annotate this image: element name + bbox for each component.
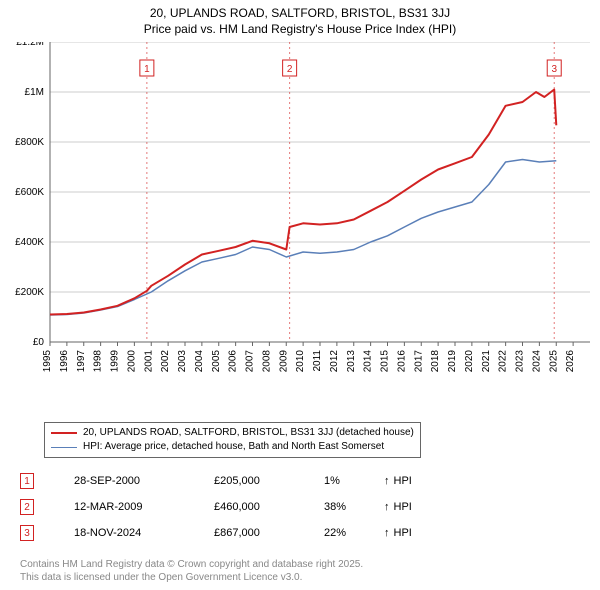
event-vs: HPI xyxy=(394,501,412,513)
svg-text:2003: 2003 xyxy=(177,350,188,373)
legend-row: 20, UPLANDS ROAD, SALTFORD, BRISTOL, BS3… xyxy=(51,426,414,440)
event-row: 1 28-SEP-2000£205,0001%↑ HPI xyxy=(20,468,412,494)
title-line-2: Price paid vs. HM Land Registry's House … xyxy=(0,22,600,38)
legend-box: 20, UPLANDS ROAD, SALTFORD, BRISTOL, BS3… xyxy=(44,422,421,458)
events-table: 128-SEP-2000£205,0001%↑HPI212-MAR-2009£4… xyxy=(20,468,412,546)
up-arrow-icon: ↑ xyxy=(384,527,390,539)
svg-text:2025: 2025 xyxy=(548,350,559,373)
event-vs: HPI xyxy=(394,475,412,487)
svg-text:2017: 2017 xyxy=(413,350,424,373)
chart-area: £0 £200K £400K £600K £800K £1M £1.2M 1 2 3 1995 199… xyxy=(10,42,590,412)
legend-label: 20, UPLANDS ROAD, SALTFORD, BRISTOL, BS3… xyxy=(83,426,414,440)
event-pct: 38% xyxy=(324,501,384,513)
event-date: 18-NOV-2024 xyxy=(74,527,214,539)
svg-text:2021: 2021 xyxy=(481,350,492,373)
event-date: 28-SEP-2000 xyxy=(74,475,214,487)
svg-text:2000: 2000 xyxy=(126,350,137,373)
title-line-1: 20, UPLANDS ROAD, SALTFORD, BRISTOL, BS3… xyxy=(0,6,600,22)
svg-text:2013: 2013 xyxy=(346,350,357,373)
svg-text:£1M: £1M xyxy=(25,87,44,98)
svg-text:2012: 2012 xyxy=(329,350,340,373)
svg-text:2023: 2023 xyxy=(515,350,526,373)
svg-text:£800K: £800K xyxy=(15,137,44,148)
svg-text:1999: 1999 xyxy=(110,350,121,373)
svg-text:2009: 2009 xyxy=(278,350,289,373)
svg-text:£600K: £600K xyxy=(15,187,44,198)
footnote: Contains HM Land Registry data © Crown c… xyxy=(20,558,363,584)
event-vs: HPI xyxy=(394,527,412,539)
event-price: £867,000 xyxy=(214,527,324,539)
svg-text:2014: 2014 xyxy=(363,350,374,373)
event-marker: 2 xyxy=(20,499,34,515)
svg-text:2006: 2006 xyxy=(228,350,239,373)
svg-text:£400K: £400K xyxy=(15,237,44,248)
event-date: 12-MAR-2009 xyxy=(74,501,214,513)
svg-text:2010: 2010 xyxy=(295,350,306,373)
footnote-line-2: This data is licensed under the Open Gov… xyxy=(20,571,363,584)
event-price: £460,000 xyxy=(214,501,324,513)
svg-text:2008: 2008 xyxy=(261,350,272,373)
svg-text:2001: 2001 xyxy=(143,350,154,373)
svg-text:3: 3 xyxy=(551,64,557,75)
event-row: 3 18-NOV-2024£867,00022%↑ HPI xyxy=(20,520,412,546)
legend-label: HPI: Average price, detached house, Bath… xyxy=(83,440,384,454)
svg-text:2004: 2004 xyxy=(194,350,205,373)
event-row: 2 12-MAR-2009£460,00038%↑ HPI xyxy=(20,494,412,520)
event-marker: 3 xyxy=(20,525,34,541)
svg-text:2018: 2018 xyxy=(430,350,441,373)
svg-text:2020: 2020 xyxy=(464,350,475,373)
svg-text:1: 1 xyxy=(144,64,150,75)
svg-text:2002: 2002 xyxy=(160,350,171,373)
svg-text:2016: 2016 xyxy=(396,350,407,373)
chart-svg: £0 £200K £400K £600K £800K £1M £1.2M 1 2 3 1995 199… xyxy=(10,42,590,412)
svg-text:2: 2 xyxy=(287,64,293,75)
event-pct: 22% xyxy=(324,527,384,539)
event-price: £205,000 xyxy=(214,475,324,487)
svg-text:£1.2M: £1.2M xyxy=(16,42,44,48)
event-pct: 1% xyxy=(324,475,384,487)
chart-container: 20, UPLANDS ROAD, SALTFORD, BRISTOL, BS3… xyxy=(0,0,600,590)
up-arrow-icon: ↑ xyxy=(384,475,390,487)
svg-text:2007: 2007 xyxy=(245,350,256,373)
svg-text:2015: 2015 xyxy=(380,350,391,373)
title-block: 20, UPLANDS ROAD, SALTFORD, BRISTOL, BS3… xyxy=(0,0,600,37)
footnote-line-1: Contains HM Land Registry data © Crown c… xyxy=(20,558,363,571)
legend-swatch xyxy=(51,447,77,448)
svg-text:1998: 1998 xyxy=(93,350,104,373)
svg-text:£200K: £200K xyxy=(15,287,44,298)
svg-text:2024: 2024 xyxy=(531,350,542,373)
svg-text:2022: 2022 xyxy=(498,350,509,373)
up-arrow-icon: ↑ xyxy=(384,501,390,513)
event-marker: 1 xyxy=(20,473,34,489)
svg-text:1996: 1996 xyxy=(59,350,70,373)
svg-text:£0: £0 xyxy=(33,337,45,348)
legend-row: HPI: Average price, detached house, Bath… xyxy=(51,440,414,454)
legend-swatch xyxy=(51,432,77,434)
svg-text:2011: 2011 xyxy=(312,350,323,372)
svg-text:2019: 2019 xyxy=(447,350,458,373)
svg-text:1997: 1997 xyxy=(76,350,87,373)
svg-text:2026: 2026 xyxy=(565,350,576,373)
svg-text:2005: 2005 xyxy=(211,350,222,373)
svg-text:1995: 1995 xyxy=(42,350,53,373)
